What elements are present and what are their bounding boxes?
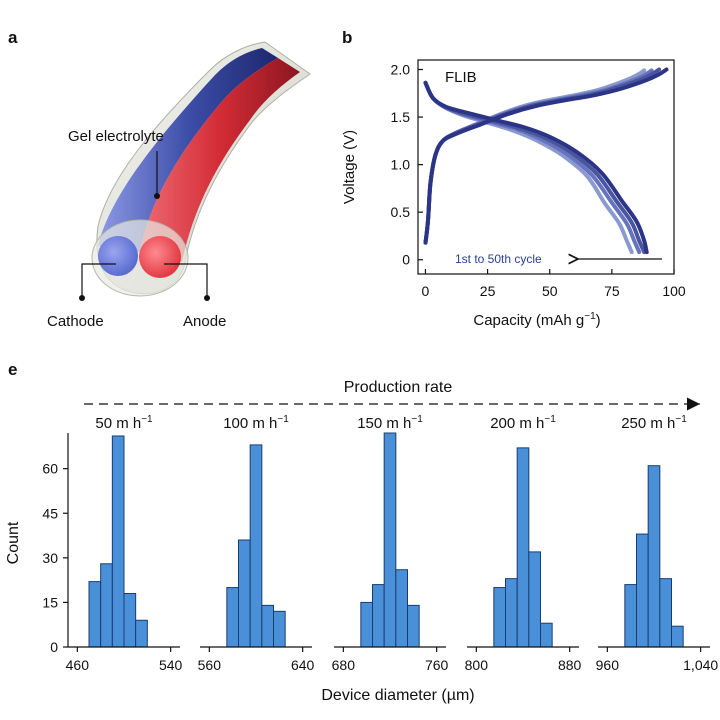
e-y-tick-label: 30 — [42, 550, 58, 566]
flib-annotation: FLIB — [445, 69, 477, 86]
chart-b-y-axis-label: Voltage (V) — [341, 130, 358, 204]
histogram-bar — [636, 533, 649, 648]
e-x-tick-label: 640 — [291, 657, 315, 673]
histogram-bar — [123, 593, 137, 648]
histogram-group-4: 200 m h−1 800 880 — [465, 414, 582, 673]
voltage-capacity-chart: 0 25 50 75 100 0 0.5 1.0 1.5 2.0 FLIB 1st to 50th… — [341, 59, 686, 329]
anode-leader-dot — [204, 295, 210, 301]
discharge-curve-4 — [423, 80, 649, 255]
panel-label-a: a — [8, 28, 18, 47]
rate-label: 200 m h−1 — [490, 414, 556, 432]
production-rate-label: Production rate — [344, 379, 453, 396]
histogram-bar — [383, 432, 397, 648]
histogram-bar — [111, 435, 125, 648]
b-x-tick-label: 75 — [604, 283, 620, 299]
histogram-y-axis-label: Count — [5, 521, 22, 564]
rate-label: 150 m h−1 — [357, 414, 423, 432]
histogram-group-1: 50 m h−1 460 540 — [66, 414, 183, 673]
e-y-tick-label: 45 — [42, 505, 58, 521]
histogram-bar — [516, 447, 530, 648]
cathode-leader-dot — [79, 295, 85, 301]
b-x-tick-label: 100 — [662, 283, 686, 299]
b-y-tick-label: 0 — [402, 252, 410, 268]
cathode-end-shape — [98, 236, 138, 276]
e-y-tick-label: 0 — [50, 639, 58, 655]
rate-label: 100 m h−1 — [223, 414, 289, 432]
histogram-bar — [226, 587, 239, 648]
histogram-bar — [624, 584, 637, 648]
b-y-tick-label: 1.5 — [391, 109, 411, 125]
e-x-tick-label: 540 — [159, 657, 183, 673]
histogram-bar — [273, 610, 286, 648]
e-x-tick-label: 760 — [425, 657, 449, 673]
b-x-tick-label: 50 — [542, 283, 558, 299]
charge-curve-2 — [423, 68, 654, 245]
histogram-x-axis-label: Device diameter (µm) — [321, 687, 474, 704]
cathode-strand-shape — [98, 48, 278, 252]
histogram-bar — [505, 578, 518, 648]
gel-leader-dot — [154, 193, 160, 199]
e-x-tick-label: 460 — [66, 657, 90, 673]
anode-strand-shape — [140, 58, 300, 262]
histogram-bar — [261, 604, 275, 648]
histogram-bar — [135, 619, 148, 648]
anode-end-shape — [139, 236, 181, 278]
histogram-groups: 50 m h−1 460 540 100 m h−1 560 640 150 m h−1 68… — [66, 414, 719, 673]
chart-b-curves — [423, 67, 669, 255]
histogram-bar — [493, 587, 507, 648]
histogram-bar — [540, 622, 553, 648]
histogram-bar — [360, 601, 374, 648]
histogram-bar — [407, 604, 420, 648]
e-x-tick-label: 880 — [558, 657, 582, 673]
histogram-bar — [88, 581, 102, 648]
panel-label-b: b — [342, 28, 353, 47]
histogram-bar — [249, 444, 263, 648]
e-x-tick-label: 680 — [332, 657, 356, 673]
b-y-tick-label: 2.0 — [391, 62, 411, 78]
chart-b-ticks: 0 25 50 75 100 0 0.5 1.0 1.5 2.0 — [391, 62, 686, 299]
charge-curve-1 — [423, 68, 647, 245]
chart-b-frame — [417, 59, 675, 275]
histogram-bar — [238, 539, 251, 648]
e-y-tick-label: 15 — [42, 594, 58, 610]
histogram-bar — [671, 625, 684, 648]
e-x-tick-label: 800 — [465, 657, 489, 673]
histogram-bar — [659, 578, 672, 648]
histogram-group-2: 100 m h−1 560 640 — [198, 414, 315, 673]
fiber-battery-diagram: Gel electrolyte Cathode Anode — [47, 41, 311, 330]
histogram-bar — [647, 465, 661, 648]
anode-label: Anode — [183, 313, 226, 330]
cathode-label: Cathode — [47, 313, 104, 330]
b-x-tick-label: 25 — [480, 283, 496, 299]
b-x-tick-label: 0 — [422, 283, 430, 299]
charge-curve-4 — [423, 67, 669, 245]
histogram-bar — [100, 563, 113, 648]
b-y-tick-label: 0.5 — [391, 204, 411, 220]
panel-label-e: e — [8, 360, 18, 379]
histogram-bar — [395, 569, 409, 648]
histogram-y-axis: 0 15 30 45 60 — [42, 433, 69, 655]
chart-b-x-axis-label: Capacity (mAh g−1) — [473, 311, 600, 329]
e-x-tick-label: 560 — [198, 657, 222, 673]
rate-label: 250 m h−1 — [621, 414, 687, 432]
cathode-leader-line — [81, 263, 116, 298]
b-y-tick-label: 1.0 — [391, 157, 411, 173]
histogram-group-5: 250 m h−1 960 1,040 — [596, 414, 719, 673]
histogram-bar — [528, 551, 541, 648]
gel-electrolyte-label: Gel electrolyte — [68, 128, 164, 145]
rate-label: 50 m h−1 — [95, 414, 153, 432]
e-y-tick-label: 60 — [42, 461, 58, 477]
anode-leader-line — [164, 263, 208, 298]
histogram-group-3: 150 m h−1 680 760 — [332, 414, 449, 673]
histogram-bar — [372, 584, 385, 648]
e-x-tick-label: 960 — [596, 657, 620, 673]
cycle-range-label: 1st to 50th cycle — [455, 252, 542, 266]
e-x-tick-label: 1,040 — [683, 657, 718, 673]
